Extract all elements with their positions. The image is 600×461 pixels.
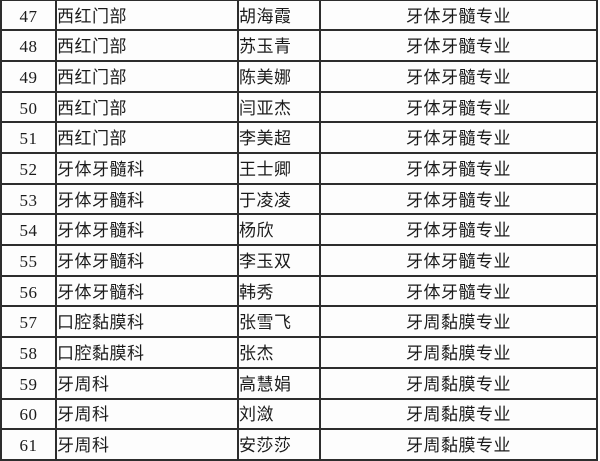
cell-department: 牙周科 [55, 428, 239, 461]
table-row: 57 口腔黏膜科 张雪飞 牙周黏膜专业 [0, 305, 598, 339]
table-row: 47 西红门部 胡海霞 牙体牙髓专业 [0, 0, 598, 32]
cell-specialty: 牙周黏膜专业 [319, 305, 598, 339]
table-row: 54 牙体牙髓科 杨欣 牙体牙髓专业 [0, 213, 598, 247]
cell-row-number: 56 [0, 274, 57, 308]
cell-person-name: 陈美娜 [237, 60, 321, 93]
cell-department: 西红门部 [55, 60, 239, 93]
cell-specialty: 牙周黏膜专业 [319, 428, 598, 461]
cell-person-name: 于凌凌 [237, 182, 321, 216]
cell-row-number: 50 [0, 90, 57, 124]
cell-department: 口腔黏膜科 [55, 305, 239, 339]
cell-department: 西红门部 [55, 0, 239, 32]
cell-person-name: 韩秀 [237, 274, 321, 308]
cell-department: 口腔黏膜科 [55, 336, 239, 369]
cell-specialty: 牙体牙髓专业 [319, 60, 598, 93]
table-row: 58 口腔黏膜科 张杰 牙周黏膜专业 [0, 336, 598, 369]
cell-person-name: 胡海霞 [237, 0, 321, 32]
cell-row-number: 53 [0, 182, 57, 216]
cell-person-name: 张雪飞 [237, 305, 321, 339]
cell-person-name: 高慧娟 [237, 366, 321, 400]
cell-department: 牙周科 [55, 397, 239, 431]
cell-department: 牙体牙髓科 [55, 182, 239, 216]
cell-row-number: 48 [0, 29, 57, 63]
table-row: 49 西红门部 陈美娜 牙体牙髓专业 [0, 60, 598, 93]
cell-row-number: 59 [0, 366, 57, 400]
cell-specialty: 牙体牙髓专业 [319, 152, 598, 185]
cell-specialty: 牙体牙髓专业 [319, 0, 598, 32]
cell-department: 牙体牙髓科 [55, 213, 239, 247]
table-row: 55 牙体牙髓科 李玉双 牙体牙髓专业 [0, 244, 598, 277]
table-row: 61 牙周科 安莎莎 牙周黏膜专业 [0, 428, 598, 461]
cell-specialty: 牙体牙髓专业 [319, 90, 598, 124]
cell-specialty: 牙体牙髓专业 [319, 244, 598, 277]
cell-specialty: 牙体牙髓专业 [319, 274, 598, 308]
cell-specialty: 牙周黏膜专业 [319, 366, 598, 400]
table-row: 52 牙体牙髓科 王士卿 牙体牙髓专业 [0, 152, 598, 185]
cell-specialty: 牙体牙髓专业 [319, 182, 598, 216]
table-row: 48 西红门部 苏玉青 牙体牙髓专业 [0, 29, 598, 63]
table-row: 53 牙体牙髓科 于凌凌 牙体牙髓专业 [0, 182, 598, 216]
cell-row-number: 61 [0, 428, 57, 461]
table-row: 56 牙体牙髓科 韩秀 牙体牙髓专业 [0, 274, 598, 308]
cell-department: 西红门部 [55, 121, 239, 155]
cell-row-number: 58 [0, 336, 57, 369]
cell-row-number: 49 [0, 60, 57, 93]
cell-specialty: 牙体牙髓专业 [319, 213, 598, 247]
cell-department: 牙体牙髓科 [55, 152, 239, 185]
cell-person-name: 王士卿 [237, 152, 321, 185]
cell-row-number: 54 [0, 213, 57, 247]
cell-person-name: 刘潋 [237, 397, 321, 431]
cell-specialty: 牙周黏膜专业 [319, 336, 598, 369]
table-row: 60 牙周科 刘潋 牙周黏膜专业 [0, 397, 598, 431]
cell-person-name: 闫亚杰 [237, 90, 321, 124]
cell-person-name: 李玉双 [237, 244, 321, 277]
cell-person-name: 李美超 [237, 121, 321, 155]
cell-person-name: 苏玉青 [237, 29, 321, 63]
cell-specialty: 牙周黏膜专业 [319, 397, 598, 431]
cell-department: 牙体牙髓科 [55, 274, 239, 308]
cell-row-number: 55 [0, 244, 57, 277]
cell-specialty: 牙体牙髓专业 [319, 121, 598, 155]
cell-department: 西红门部 [55, 29, 239, 63]
cell-department: 牙周科 [55, 366, 239, 400]
table-row: 51 西红门部 李美超 牙体牙髓专业 [0, 121, 598, 155]
table-row: 59 牙周科 高慧娟 牙周黏膜专业 [0, 366, 598, 400]
cell-row-number: 51 [0, 121, 57, 155]
cell-specialty: 牙体牙髓专业 [319, 29, 598, 63]
cell-person-name: 杨欣 [237, 213, 321, 247]
cell-person-name: 张杰 [237, 336, 321, 369]
cell-row-number: 52 [0, 152, 57, 185]
cell-row-number: 57 [0, 305, 57, 339]
table-row: 50 西红门部 闫亚杰 牙体牙髓专业 [0, 90, 598, 124]
cell-department: 牙体牙髓科 [55, 244, 239, 277]
cell-person-name: 安莎莎 [237, 428, 321, 461]
cell-row-number: 60 [0, 397, 57, 431]
cell-row-number: 47 [0, 0, 57, 32]
cell-department: 西红门部 [55, 90, 239, 124]
